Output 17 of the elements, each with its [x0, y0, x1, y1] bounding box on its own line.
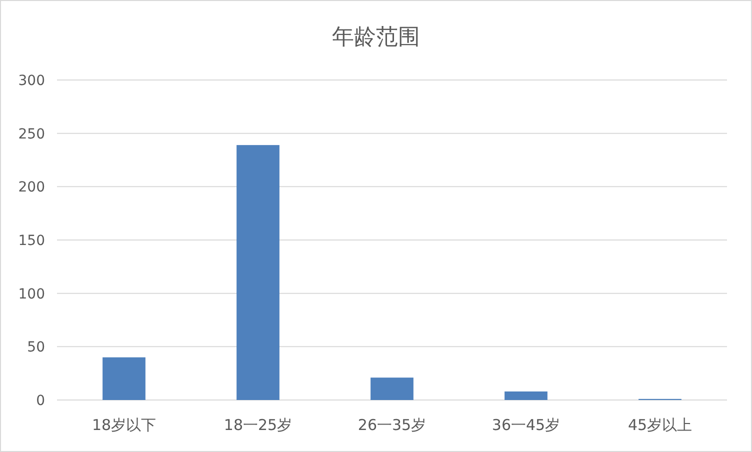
y-tick-label: 150 — [18, 233, 45, 249]
chart-title: 年龄范围 — [332, 25, 420, 50]
y-tick-label: 250 — [18, 126, 45, 142]
bar — [504, 391, 548, 400]
x-tick-label: 45岁以上 — [628, 416, 692, 434]
x-tick-label: 18一25岁 — [224, 416, 292, 434]
y-tick-label: 300 — [18, 73, 45, 89]
y-tick-label: 50 — [27, 340, 45, 356]
y-tick-label: 100 — [18, 286, 45, 302]
y-tick-label: 200 — [18, 180, 45, 196]
y-tick-label: 0 — [36, 393, 45, 409]
x-tick-label: 36一45岁 — [492, 416, 560, 434]
bar — [236, 145, 280, 400]
x-tick-label: 18岁以下 — [92, 416, 156, 434]
x-tick-label: 26一35岁 — [358, 416, 426, 434]
bar — [102, 357, 146, 400]
bar — [370, 378, 414, 400]
